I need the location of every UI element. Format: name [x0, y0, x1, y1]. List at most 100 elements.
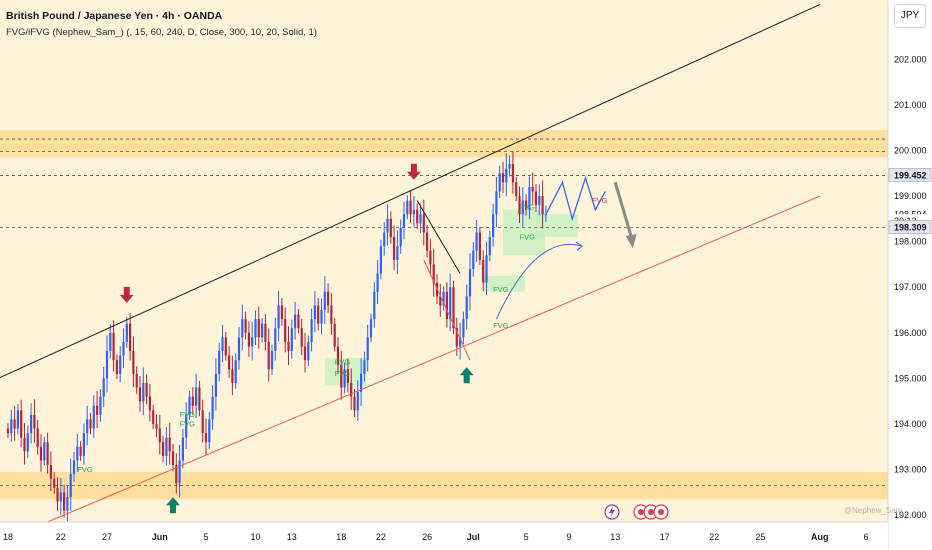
candle-body[interactable] — [294, 314, 297, 329]
candle-body[interactable] — [234, 360, 237, 383]
candle-body[interactable] — [363, 360, 366, 374]
candle-body[interactable] — [396, 246, 399, 260]
candle-body[interactable] — [43, 442, 46, 461]
candle-body[interactable] — [16, 410, 19, 429]
candle-body[interactable] — [462, 319, 465, 338]
candle-body[interactable] — [505, 168, 508, 183]
candle-body[interactable] — [485, 255, 488, 283]
candle-body[interactable] — [340, 364, 343, 388]
candle-body[interactable] — [327, 291, 330, 306]
candle-body[interactable] — [455, 328, 458, 347]
candle-body[interactable] — [409, 200, 412, 215]
candle-body[interactable] — [287, 341, 290, 352]
candle-body[interactable] — [459, 337, 462, 347]
candle-body[interactable] — [419, 214, 422, 224]
candle-body[interactable] — [142, 382, 145, 402]
candle-body[interactable] — [36, 428, 39, 447]
candle-body[interactable] — [6, 428, 10, 434]
candle-body[interactable] — [125, 323, 128, 342]
candle-body[interactable] — [191, 396, 194, 406]
candle-body[interactable] — [181, 437, 184, 461]
candle-body[interactable] — [204, 433, 208, 443]
candle-body[interactable] — [416, 209, 419, 224]
candle-body[interactable] — [303, 346, 307, 361]
candle-body[interactable] — [445, 291, 448, 320]
candle-body[interactable] — [468, 268, 472, 297]
candle-body[interactable] — [389, 218, 392, 238]
candle-body[interactable] — [165, 437, 168, 456]
candle-body[interactable] — [102, 378, 105, 397]
candle-body[interactable] — [402, 214, 406, 228]
candle-body[interactable] — [412, 209, 415, 215]
candle-body[interactable] — [79, 446, 82, 456]
candle-body[interactable] — [244, 319, 247, 333]
candle-body[interactable] — [399, 227, 402, 247]
candle-body[interactable] — [66, 496, 69, 511]
candle-body[interactable] — [56, 487, 59, 502]
resistance-trendline[interactable] — [0, 4, 821, 383]
candle-body[interactable] — [155, 423, 158, 429]
candle-body[interactable] — [261, 323, 264, 338]
candle-body[interactable] — [152, 410, 155, 424]
candle-body[interactable] — [46, 442, 49, 466]
candle-body[interactable] — [251, 337, 254, 347]
candle-body[interactable] — [10, 419, 13, 434]
candle-body[interactable] — [429, 250, 432, 265]
candle-body[interactable] — [148, 396, 151, 411]
candle-body[interactable] — [369, 319, 373, 338]
candle-body[interactable] — [498, 173, 501, 192]
candle-body[interactable] — [119, 355, 122, 374]
candle-body[interactable] — [53, 478, 56, 488]
candle-body[interactable] — [33, 414, 36, 429]
candle-body[interactable] — [218, 351, 221, 374]
candle-body[interactable] — [221, 337, 224, 352]
candle-body[interactable] — [178, 460, 181, 484]
candle-body[interactable] — [373, 291, 376, 320]
candle-body[interactable] — [241, 319, 244, 338]
candle-body[interactable] — [442, 291, 445, 306]
candle-body[interactable] — [313, 305, 316, 320]
candle-body[interactable] — [115, 360, 118, 374]
candle-body[interactable] — [531, 186, 534, 192]
candle-body[interactable] — [49, 465, 52, 479]
candle-body[interactable] — [501, 173, 505, 183]
candle-body[interactable] — [360, 373, 363, 393]
candle-body[interactable] — [482, 259, 485, 283]
candle-body[interactable] — [336, 346, 340, 365]
candle-body[interactable] — [290, 328, 293, 352]
candle-body[interactable] — [518, 196, 521, 215]
candle-body[interactable] — [224, 337, 227, 356]
candle-body[interactable] — [538, 196, 541, 206]
candle-body[interactable] — [366, 337, 369, 361]
candle-body[interactable] — [82, 433, 85, 456]
candle-body[interactable] — [280, 305, 283, 320]
projection-zigzag[interactable] — [545, 175, 606, 222]
candle-body[interactable] — [270, 351, 274, 370]
candle-body[interactable] — [138, 387, 142, 402]
candle-body[interactable] — [86, 419, 89, 434]
candle-body[interactable] — [145, 382, 148, 397]
candle-body[interactable] — [528, 186, 531, 210]
candle-body[interactable] — [379, 246, 382, 274]
candle-body[interactable] — [195, 387, 198, 406]
candle-body[interactable] — [59, 492, 62, 502]
candle-body[interactable] — [20, 410, 23, 438]
candle-body[interactable] — [383, 232, 386, 247]
candle-body[interactable] — [30, 414, 33, 434]
candle-body[interactable] — [475, 232, 478, 251]
candle-body[interactable] — [214, 373, 217, 397]
breakdown-line[interactable] — [416, 200, 461, 274]
candle-body[interactable] — [267, 341, 270, 370]
candle-body[interactable] — [515, 182, 518, 197]
candle-body[interactable] — [422, 214, 425, 233]
candle-body[interactable] — [122, 341, 125, 356]
candle-body[interactable] — [343, 369, 346, 388]
candle-body[interactable] — [525, 200, 528, 210]
candle-body[interactable] — [105, 351, 109, 379]
candle-body[interactable] — [346, 369, 349, 383]
candle-body[interactable] — [23, 437, 26, 452]
candle-body[interactable] — [92, 405, 95, 429]
candle-body[interactable] — [211, 396, 214, 420]
candle-body[interactable] — [277, 305, 280, 329]
